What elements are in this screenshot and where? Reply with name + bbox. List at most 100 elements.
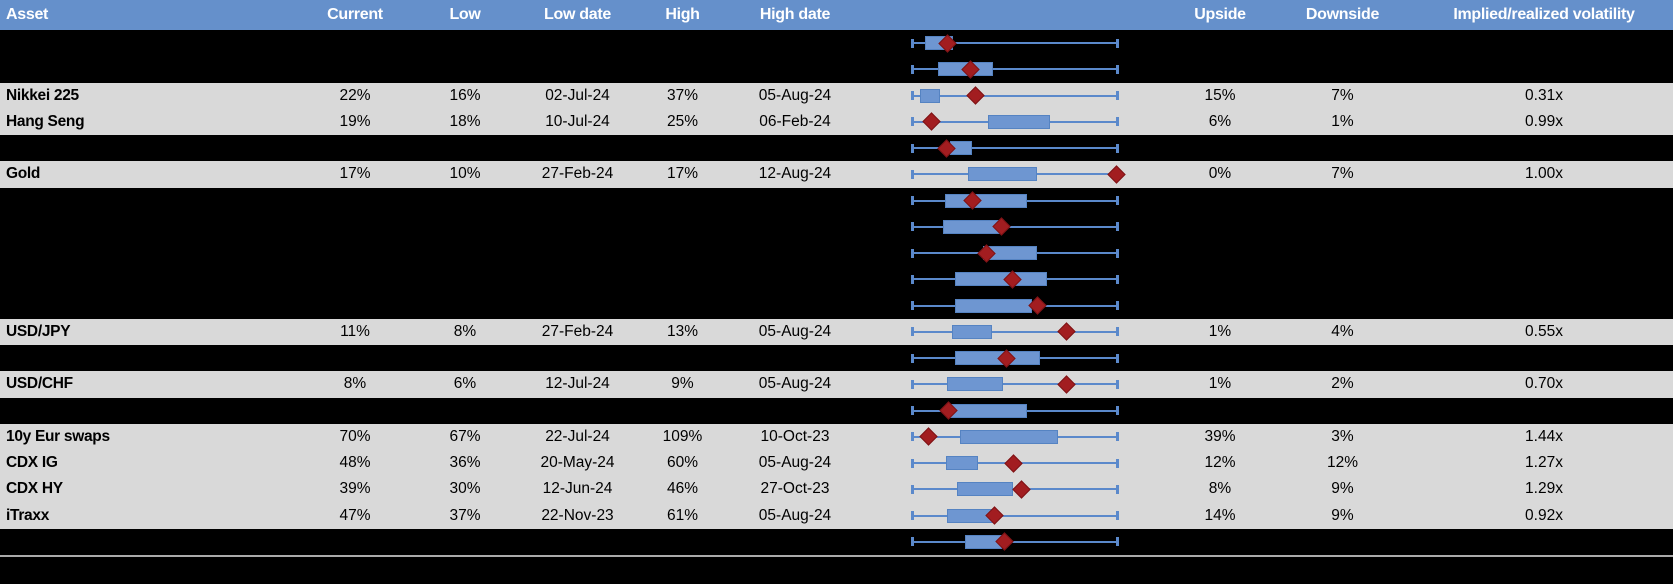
table-row [0,345,1673,372]
range-plot [911,345,1119,371]
vol-ratio: 0.31x [1525,86,1563,104]
current-value: 11% [340,322,370,340]
table-row [0,135,1673,162]
table-row: 10y Eur swaps 70% 67% 22-Jul-24 109% 10-… [0,423,1673,450]
header-current: Current [327,6,383,23]
whisker-cap-right [1116,196,1119,206]
vol-ratio: 0.99x [1525,112,1563,130]
range-box [968,167,1038,182]
high-date: 06-Feb-24 [759,112,831,130]
whisker-cap-left [911,117,914,127]
current-marker-diamond [1107,165,1126,184]
current-value: 22% [339,86,371,104]
range-box [947,377,1004,392]
downside-value: 12% [1326,454,1359,472]
whisker-cap-right [1116,353,1119,363]
current-marker-diamond [1057,375,1076,394]
table-row [0,30,1673,57]
table-row: Hang Seng 19% 18% 10-Jul-24 25% 06-Feb-2… [0,108,1673,135]
range-plot [911,30,1119,56]
range-box [956,482,1013,497]
upside-value: 1% [1208,322,1232,340]
range-chart [860,450,1170,476]
range-chart [860,83,1170,109]
range-chart [860,109,1170,135]
downside-value: 4% [1331,322,1354,340]
low-value: 30% [449,480,481,498]
header-implied-realized-volatility: Implied/realized volatility [1453,6,1635,23]
range-plot [911,371,1119,397]
range-box [959,429,1059,444]
upside-value: 0% [1208,165,1232,183]
low-value: 16% [449,86,481,104]
current-value: 39% [339,480,371,498]
whisker-cap-left [911,458,914,468]
range-chart [860,30,1170,56]
range-plot [911,450,1119,476]
upside-value: 39% [1204,427,1236,445]
current-marker-diamond [1012,480,1031,499]
whisker-line [912,225,1118,228]
table-header: Asset Current Low Low date High High dat… [0,0,1673,30]
current-value: 48% [339,454,371,472]
whisker-cap-left [911,484,914,494]
whisker-line [912,94,1118,97]
table-row [0,397,1673,424]
range-chart [860,398,1170,424]
upside-value: 14% [1204,506,1236,524]
low-date: 20-May-24 [540,454,615,472]
vol-ratio: 1.00x [1525,165,1563,183]
range-chart [860,371,1170,397]
range-box [951,324,992,339]
whisker-cap-left [911,511,914,521]
range-chart [860,161,1170,187]
whisker-line [912,514,1118,517]
downside-value: 7% [1331,165,1354,183]
high-value: 60% [666,454,699,472]
range-plot [911,266,1119,292]
asset-name: CDX IG [6,454,58,472]
asset-name: USD/JPY [6,322,71,340]
whisker-cap-right [1116,143,1119,153]
upside-value: 12% [1204,454,1236,472]
whisker-cap-right [1116,327,1119,337]
range-plot [911,503,1119,529]
current-value: 8% [343,375,367,393]
whisker-cap-right [1116,248,1119,258]
table-row [0,528,1673,555]
bottom-separator-line [0,555,1673,557]
header-high-date: High date [759,6,831,23]
high-date: 05-Aug-24 [758,454,832,472]
whisker-cap-right [1116,484,1119,494]
range-chart [860,319,1170,345]
high-date: 12-Aug-24 [758,165,832,183]
range-plot [911,529,1119,555]
table-row [0,56,1673,83]
downside-value: 9% [1331,480,1354,498]
low-date: 02-Jul-24 [545,86,610,104]
range-box [988,114,1050,129]
header-low: Low [449,6,481,23]
table-row: USD/JPY 11% 8% 27-Feb-24 13% 05-Aug-24 1… [0,318,1673,345]
table-row: Gold 17% 10% 27-Feb-24 17% 12-Aug-24 0% … [0,161,1673,188]
low-date: 27-Feb-24 [541,165,614,183]
high-value: 46% [666,480,699,498]
range-chart [860,529,1170,555]
range-box [949,403,1027,418]
high-date: 05-Aug-24 [758,86,832,104]
whisker-cap-left [911,38,914,48]
range-chart [860,476,1170,502]
vol-ratio: 0.70x [1525,375,1563,393]
low-value: 37% [449,506,481,524]
whisker-cap-left [911,64,914,74]
low-value: 67% [449,427,481,445]
table-row [0,213,1673,240]
whisker-cap-right [1116,432,1119,442]
current-value: 17% [339,165,371,183]
low-value: 8% [453,322,477,340]
range-plot [911,476,1119,502]
whisker-cap-left [911,432,914,442]
table-row: CDX IG 48% 36% 20-May-24 60% 05-Aug-24 1… [0,450,1673,477]
whisker-line [912,330,1118,333]
range-plot [911,188,1119,214]
